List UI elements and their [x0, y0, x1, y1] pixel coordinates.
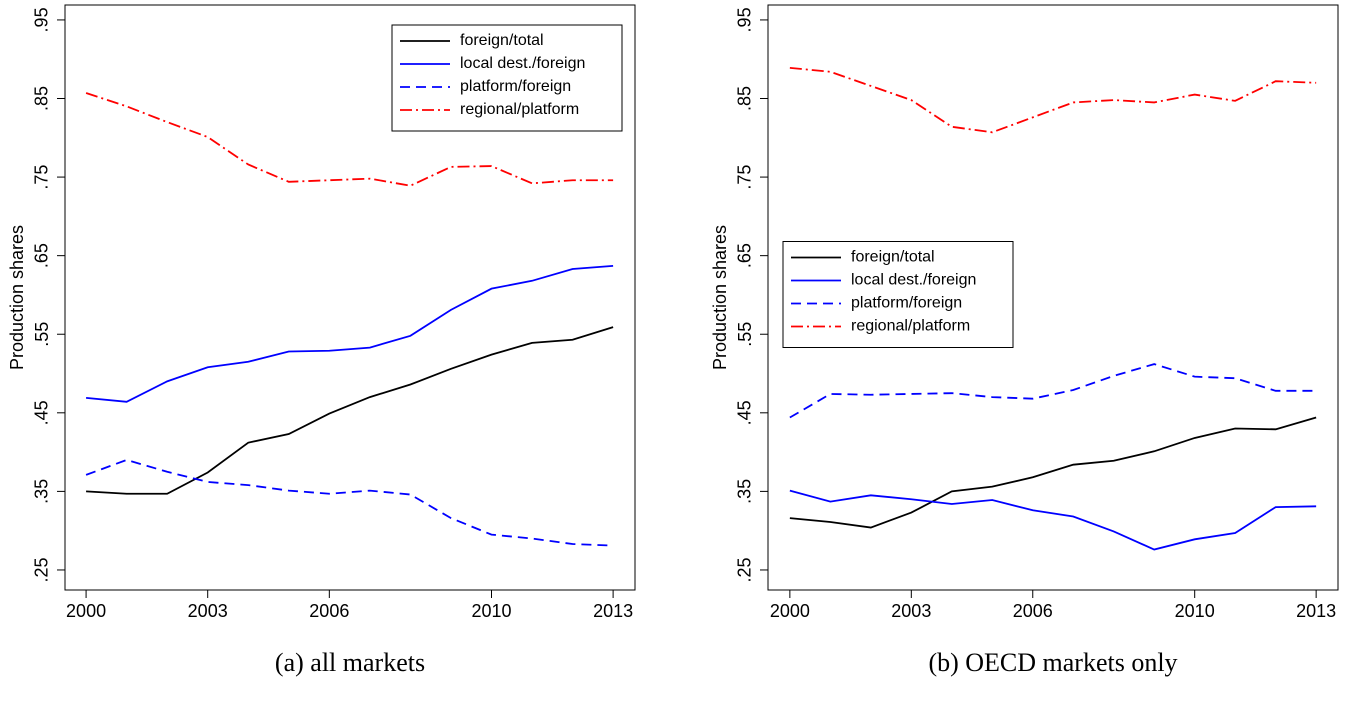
data-line [85, 459, 614, 547]
legend-label: regional/platform [460, 101, 579, 118]
caption: (a) all markets [275, 648, 425, 677]
x-tick-label: 2000 [770, 601, 810, 621]
x-tick-label: 2013 [1296, 601, 1336, 621]
y-tick-label: .65 [735, 243, 755, 268]
plot-frame [767, 4, 1339, 591]
y-tick-label: .85 [735, 86, 755, 111]
y-tick-label: .95 [32, 7, 52, 32]
y-tick-label: .75 [32, 165, 52, 190]
y-axis-label: Production shares [7, 225, 27, 370]
y-tick-label: .65 [32, 243, 52, 268]
y-tick-label: .55 [32, 322, 52, 347]
legend-label: local dest./foreign [851, 272, 976, 289]
x-tick-label: 2010 [1175, 601, 1215, 621]
y-tick-label: .35 [735, 479, 755, 504]
legend-box [782, 241, 1014, 348]
y-tick-label: .25 [735, 557, 755, 582]
y-axis-label: Production shares [710, 225, 730, 370]
data-line [85, 264, 614, 403]
legend-label: foreign/total [851, 249, 935, 266]
x-tick-label: 2013 [593, 601, 633, 621]
y-tick-label: .35 [32, 479, 52, 504]
y-tick-label: .45 [735, 400, 755, 425]
y-tick-label: .85 [32, 86, 52, 111]
legend-label: platform/foreign [460, 78, 571, 95]
data-line [789, 66, 1317, 134]
y-tick-label: .55 [735, 322, 755, 347]
y-tick-label: .95 [735, 7, 755, 32]
data-line [789, 489, 1317, 551]
y-tick-label: .45 [32, 400, 52, 425]
legend-label: regional/platform [851, 318, 970, 335]
y-tick-label: .75 [735, 165, 755, 190]
caption: (b) OECD markets only [928, 648, 1177, 677]
legend-box [391, 24, 623, 132]
x-tick-label: 2010 [471, 601, 511, 621]
legend-label: local dest./foreign [460, 55, 585, 72]
x-tick-label: 2006 [309, 601, 349, 621]
x-tick-label: 2006 [1013, 601, 1053, 621]
data-line [85, 92, 614, 187]
data-line [86, 326, 614, 495]
plot-frame [64, 4, 636, 591]
legend-label: platform/foreign [851, 295, 962, 312]
legend-label: foreign/total [460, 32, 544, 49]
data-line [789, 363, 1317, 419]
x-tick-label: 2003 [891, 601, 931, 621]
x-tick-label: 2003 [188, 601, 228, 621]
x-tick-label: 2000 [66, 601, 106, 621]
y-tick-label: .25 [32, 557, 52, 582]
data-line [789, 416, 1317, 529]
